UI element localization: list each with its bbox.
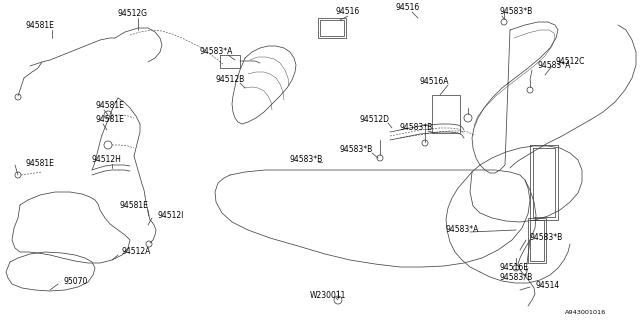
Text: 94516E: 94516E bbox=[500, 263, 529, 273]
Text: 94581E: 94581E bbox=[26, 158, 55, 167]
Text: 94583*A: 94583*A bbox=[445, 226, 478, 235]
Text: 94583*B: 94583*B bbox=[500, 7, 533, 17]
Text: 94516: 94516 bbox=[395, 4, 419, 12]
Text: 94516: 94516 bbox=[335, 7, 359, 17]
Text: W230011: W230011 bbox=[310, 291, 346, 300]
Text: A943001016: A943001016 bbox=[565, 309, 606, 315]
Text: 94512I: 94512I bbox=[158, 211, 184, 220]
Text: 94583*B: 94583*B bbox=[290, 156, 323, 164]
Text: 94583*A: 94583*A bbox=[538, 61, 572, 70]
Text: 94583*A: 94583*A bbox=[200, 47, 234, 57]
Text: 94581E: 94581E bbox=[96, 101, 125, 110]
Text: 94583*B: 94583*B bbox=[340, 146, 373, 155]
Text: 94581E: 94581E bbox=[96, 116, 125, 124]
Text: 94583*B: 94583*B bbox=[530, 234, 563, 243]
Text: 94581E: 94581E bbox=[120, 202, 149, 211]
Text: 94512C: 94512C bbox=[555, 58, 584, 67]
Bar bbox=[530, 220, 544, 261]
Text: 95070: 95070 bbox=[64, 277, 88, 286]
Text: 94583*B: 94583*B bbox=[500, 274, 533, 283]
Bar bbox=[318, 18, 346, 38]
Text: 94514: 94514 bbox=[536, 281, 560, 290]
Bar bbox=[528, 218, 546, 263]
Text: 94516A: 94516A bbox=[420, 77, 449, 86]
Text: 94581E: 94581E bbox=[26, 21, 55, 30]
Text: 94512H: 94512H bbox=[92, 156, 122, 164]
Bar bbox=[320, 20, 344, 36]
Text: 94512G: 94512G bbox=[118, 10, 148, 19]
Text: 94512A: 94512A bbox=[122, 247, 152, 257]
Text: 94512D: 94512D bbox=[360, 116, 390, 124]
Bar bbox=[432, 95, 460, 133]
Text: 94583*B: 94583*B bbox=[400, 124, 433, 132]
Text: 94512B: 94512B bbox=[215, 76, 244, 84]
